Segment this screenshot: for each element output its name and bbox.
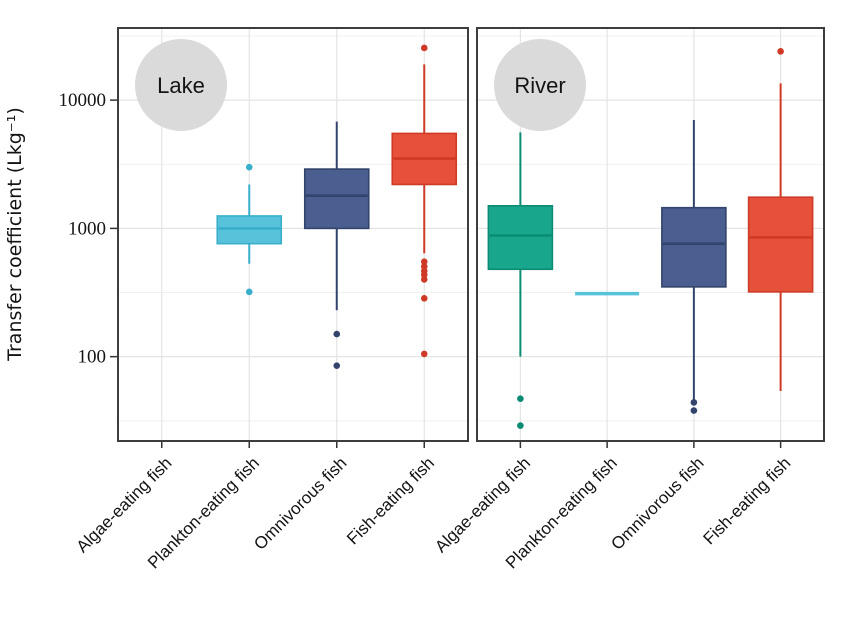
x-tick-label-algae-eating-fish: Algae-eating fish — [73, 453, 176, 556]
outlier-point — [420, 44, 428, 52]
panel-badge-circle — [494, 39, 586, 131]
outlier-point — [420, 263, 428, 270]
box-river-fish-eating-fish — [747, 48, 814, 391]
outlier-point — [245, 288, 253, 296]
outlier-point — [333, 330, 341, 338]
y-tick-label: 100 — [78, 347, 107, 368]
y-tick-label: 1000 — [68, 218, 106, 239]
outlier-point — [517, 395, 524, 403]
panel-badge-label: Lake — [157, 73, 205, 98]
iqr-box — [661, 206, 727, 288]
outlier-point — [420, 276, 428, 283]
panel-badge-label: River — [514, 73, 565, 98]
outlier-point — [333, 362, 341, 370]
panel-badge-circle — [135, 39, 227, 131]
box-lake-omnivorous-fish — [303, 121, 370, 370]
outlier-point — [690, 399, 698, 406]
x-tick-label-fish-eating-fish: Fish-eating fish — [700, 453, 795, 548]
x-tick-label-fish-eating-fish: Fish-eating fish — [343, 453, 438, 548]
iqr-box — [487, 205, 554, 271]
outlier-point — [420, 258, 428, 265]
outlier-point — [690, 407, 698, 414]
panel-border — [117, 27, 469, 442]
x-tick-label-omnivorous-fish: Omnivorous fish — [607, 453, 707, 553]
iqr-box — [747, 196, 814, 293]
iqr-box — [216, 215, 283, 245]
outlier-point — [420, 350, 428, 358]
box-lake-plankton-eating-fish — [216, 163, 283, 296]
outlier-point — [517, 422, 524, 429]
x-tick-label-omnivorous-fish: Omnivorous fish — [250, 453, 350, 553]
box-river-omnivorous-fish — [661, 119, 727, 414]
outlier-point — [420, 271, 428, 279]
outlier-point — [420, 295, 428, 302]
outlier-point — [777, 48, 784, 55]
outlier-point — [245, 163, 253, 171]
y-tick-label: 10000 — [59, 90, 107, 111]
iqr-box — [303, 168, 370, 230]
box-river-algae-eating-fish — [487, 132, 554, 429]
panel-border — [476, 27, 825, 442]
box-lake-fish-eating-fish — [391, 44, 458, 358]
y-axis-title: Transfer coefficient (Lkg⁻¹) — [4, 107, 26, 362]
